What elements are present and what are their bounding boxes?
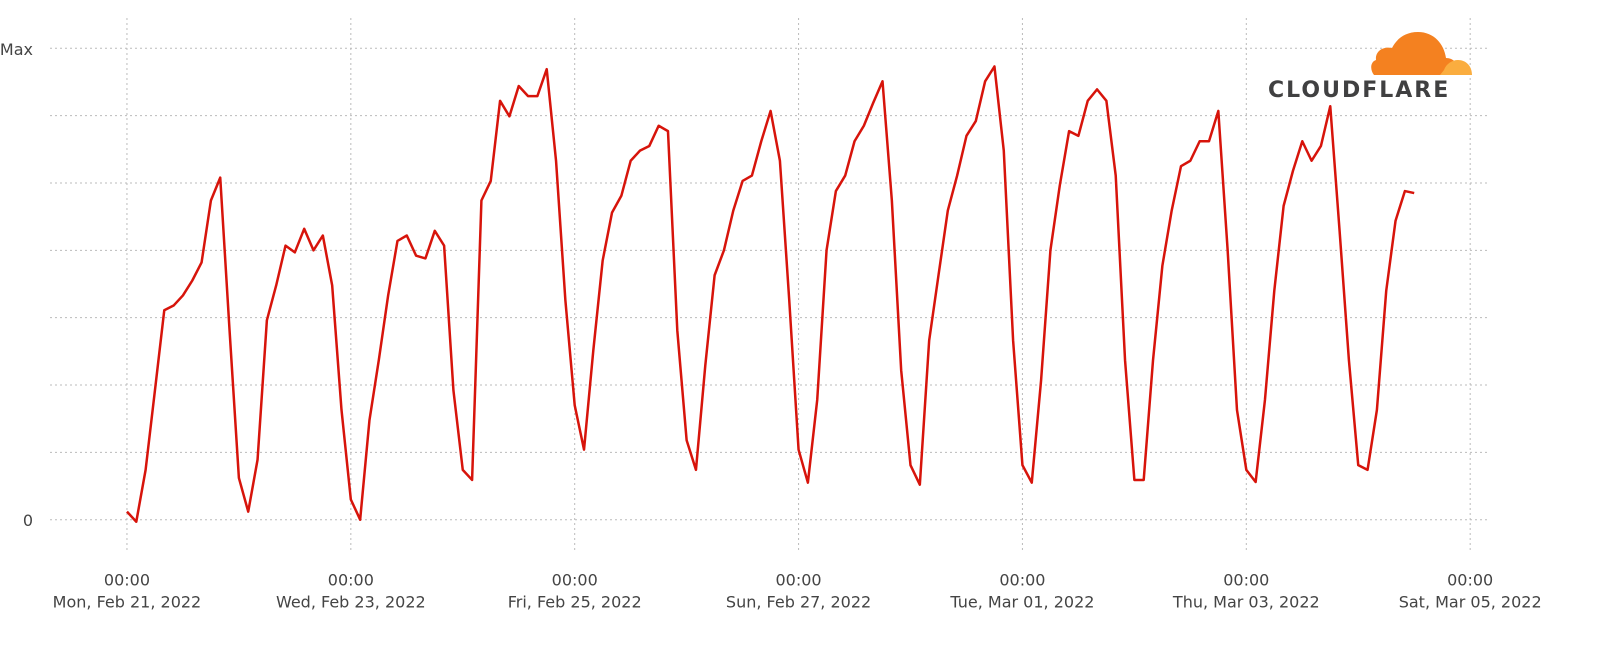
logo: CLOUDFLARE [1268,32,1472,103]
logo-text: CLOUDFLARE [1268,78,1450,103]
x-tick-label: 00:00 [1447,571,1493,590]
x-tick-label: Mon, Feb 21, 2022 [53,593,202,612]
x-tick-label: Sat, Mar 05, 2022 [1399,593,1542,612]
x-tick-label: 00:00 [776,571,822,590]
y-tick-label: 0 [23,511,33,530]
logo-cloud-light [1440,60,1472,75]
x-tick-label: Thu, Mar 03, 2022 [1172,593,1320,612]
x-tick-label: 00:00 [104,571,150,590]
x-tick-label: 00:00 [552,571,598,590]
x-tick-label: 00:00 [999,571,1045,590]
series-line [126,65,1415,523]
y-tick-label: Max [0,40,33,59]
x-tick-label: Fri, Feb 25, 2022 [508,593,642,612]
x-tick-label: Wed, Feb 23, 2022 [276,593,426,612]
x-tick-label: Tue, Mar 01, 2022 [949,593,1094,612]
x-tick-label: 00:00 [1223,571,1269,590]
logo-cloud [1371,32,1459,75]
x-tick-label: Sun, Feb 27, 2022 [726,593,871,612]
axes: 0 Max 00:00 Mon, Feb 21, 2022 00:00 Wed, Feb … [0,18,1542,612]
x-tick-label: 00:00 [328,571,374,590]
